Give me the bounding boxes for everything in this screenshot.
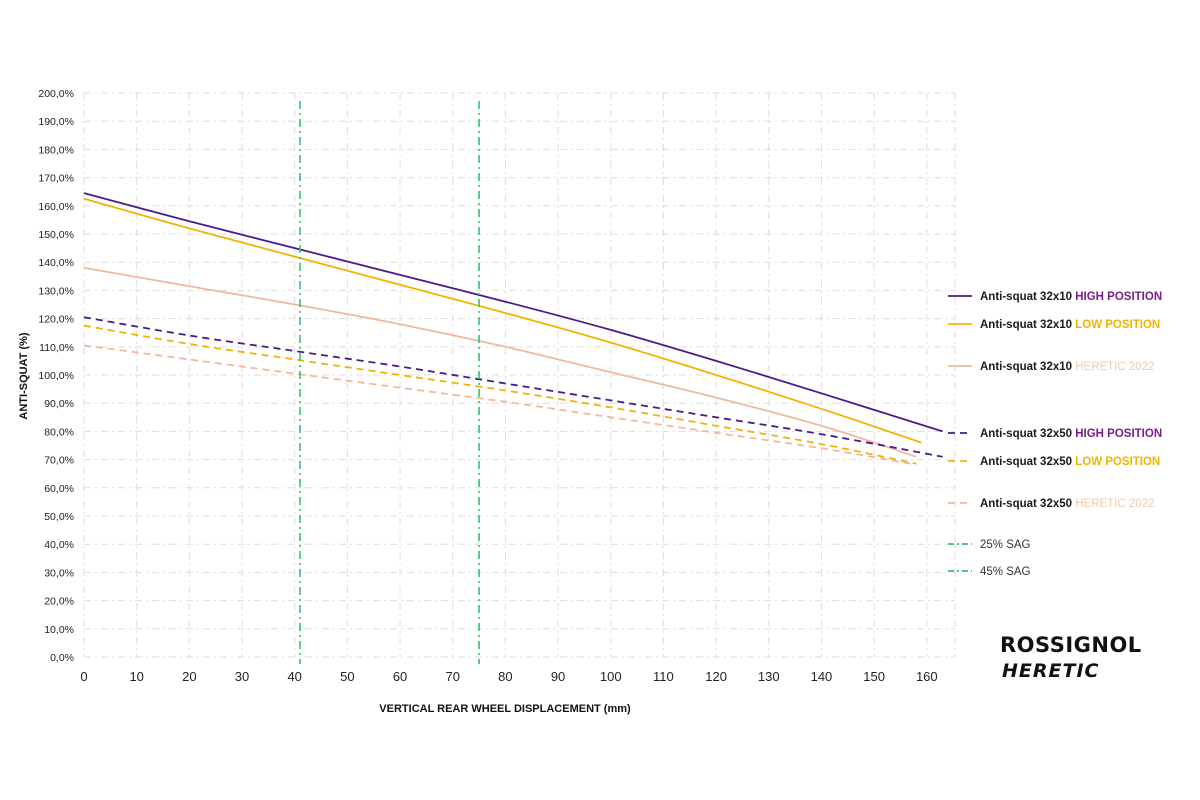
y-tick-label: 20,0% — [44, 596, 74, 608]
y-axis-title: ANTI-SQUAT (%) — [18, 332, 30, 420]
x-tick-label: 20 — [182, 669, 196, 684]
y-tick-label: 110,0% — [39, 342, 74, 354]
legend-item: 25% SAG — [948, 539, 1031, 551]
x-tick-label: 130 — [758, 669, 780, 684]
y-tick-label: 200,0% — [38, 88, 74, 100]
legend-item: Anti-squat 32x50 LOW POSITION — [948, 456, 1160, 468]
legend-item: Anti-squat 32x50 HERETIC 2022 — [948, 498, 1155, 510]
x-tick-label: 160 — [916, 669, 938, 684]
legend: Anti-squat 32x10 HIGH POSITION Anti-squat… — [948, 291, 1162, 578]
legend-tag: HERETIC 2022 — [1075, 361, 1154, 373]
y-tick-label: 100,0% — [38, 370, 74, 382]
x-tick-label: 40 — [287, 669, 301, 684]
legend-label: Anti-squat 32x50 LOW POSITION — [980, 456, 1160, 468]
x-tick-label: 60 — [393, 669, 407, 684]
y-tick-label: 0,0% — [50, 652, 74, 664]
legend-label: Anti-squat 32x10 HIGH POSITION — [980, 291, 1162, 303]
series-line-2 — [83, 197, 922, 444]
y-tick-label: 140,0% — [38, 257, 74, 269]
brand-line-2: HERETIC — [1002, 660, 1099, 682]
legend-item: Anti-squat 32x10 HERETIC 2022 — [948, 361, 1155, 373]
y-tick-label: 130,0% — [38, 285, 74, 297]
y-tick-label: 40,0% — [44, 539, 74, 551]
y-tick-label: 170,0% — [38, 173, 74, 185]
y-tick-label: 80,0% — [44, 426, 74, 438]
y-tick-label: 50,0% — [44, 511, 74, 523]
series-lines — [83, 192, 943, 465]
series-line-6 — [83, 344, 912, 465]
y-tick-label: 30,0% — [44, 567, 74, 579]
y-tick-label: 70,0% — [44, 455, 74, 467]
y-tick-label: 180,0% — [38, 144, 74, 156]
grid — [83, 92, 956, 658]
y-tick-label: 150,0% — [38, 229, 74, 241]
legend-item: Anti-squat 32x50 HIGH POSITION — [948, 428, 1162, 440]
y-axis-ticks: 0,0% 10,0% 20,0% 30,0% 40,0% 50,0% 60,0% 70,0% 8… — [38, 88, 74, 664]
x-axis-ticks: 0 10 20 30 40 50 60 70 80 90 100 110 120 130 140 150 160 — [80, 669, 937, 684]
legend-tag: LOW POSITION — [1075, 456, 1160, 468]
legend-item: Anti-squat 32x10 LOW POSITION — [948, 319, 1160, 331]
y-tick-label: 160,0% — [38, 201, 74, 213]
x-tick-label: 100 — [600, 669, 622, 684]
legend-label: Anti-squat 32x50 HIGH POSITION — [980, 428, 1162, 440]
legend-label: Anti-squat 32x50 HERETIC 2022 — [980, 498, 1155, 510]
y-tick-label: 190,0% — [38, 116, 74, 128]
legend-tag: HIGH POSITION — [1075, 291, 1162, 303]
x-tick-label: 30 — [235, 669, 249, 684]
series-line-1 — [83, 192, 943, 433]
legend-tag: HERETIC 2022 — [1075, 498, 1154, 510]
x-tick-label: 140 — [811, 669, 833, 684]
x-axis-title: VERTICAL REAR WHEEL DISPLACEMENT (mm) — [379, 703, 631, 715]
y-tick-label: 60,0% — [44, 483, 74, 495]
y-tick-label: 120,0% — [38, 314, 74, 326]
x-tick-label: 50 — [340, 669, 354, 684]
x-tick-label: 90 — [551, 669, 565, 684]
legend-label: Anti-squat 32x10 LOW POSITION — [980, 319, 1160, 331]
x-tick-label: 0 — [80, 669, 87, 684]
x-tick-label: 70 — [445, 669, 459, 684]
series-line-4 — [83, 316, 943, 458]
sag-lines — [299, 101, 480, 664]
brand-line-1: ROSSIGNOL — [1000, 633, 1142, 657]
legend-label: 45% SAG — [980, 566, 1031, 578]
y-tick-label: 10,0% — [44, 624, 74, 636]
legend-label: Anti-squat 32x10 HERETIC 2022 — [980, 361, 1155, 373]
brand-logo: ROSSIGNOL HERETIC — [1000, 633, 1142, 682]
legend-tag: LOW POSITION — [1075, 319, 1160, 331]
legend-tag: HIGH POSITION — [1075, 428, 1162, 440]
y-tick-label: 90,0% — [44, 398, 74, 410]
x-tick-label: 110 — [653, 669, 674, 684]
x-tick-label: 120 — [705, 669, 727, 684]
x-tick-label: 10 — [129, 669, 143, 684]
legend-item: Anti-squat 32x10 HIGH POSITION — [948, 291, 1162, 303]
legend-item: 45% SAG — [948, 566, 1031, 578]
x-tick-label: 80 — [498, 669, 512, 684]
series-line-3 — [83, 266, 917, 458]
x-tick-label: 150 — [863, 669, 885, 684]
series-line-5 — [83, 324, 917, 465]
legend-label: 25% SAG — [980, 539, 1031, 551]
